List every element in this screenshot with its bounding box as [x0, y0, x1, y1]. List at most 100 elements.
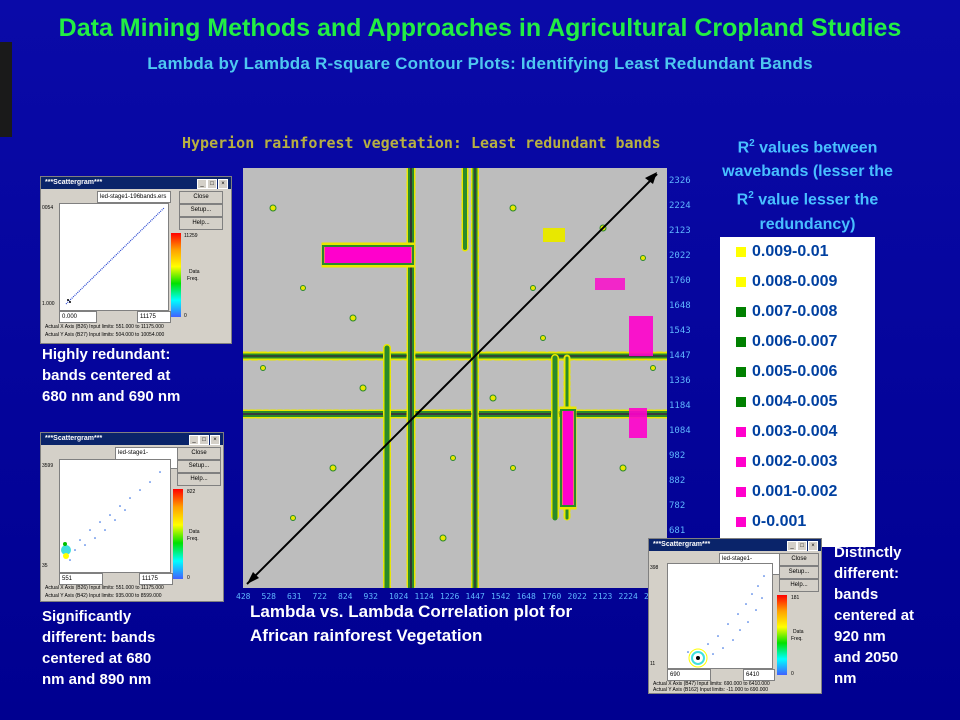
- legend-item: 0.003-0.004: [736, 423, 837, 441]
- y-tick-label: 1336: [669, 376, 691, 386]
- window-title-bar[interactable]: ***Scattergram***: [41, 177, 231, 189]
- x-tick-label: 932: [363, 592, 378, 601]
- bar-label: Data: [793, 629, 804, 635]
- y-min: 35: [42, 563, 48, 569]
- y-tick-label: 782: [669, 501, 686, 511]
- close-icon[interactable]: ×: [218, 179, 228, 189]
- close-icon[interactable]: ×: [808, 541, 818, 551]
- close-icon[interactable]: ×: [210, 435, 220, 445]
- x-axis-text: Actual X Axis (B26) Input limits: 551.00…: [45, 324, 164, 330]
- legend-label: 0.007-0.008: [752, 303, 838, 320]
- x-axis-text: Actual X Axis (B26) Input limits: 551.00…: [45, 585, 164, 591]
- slide-subtitle: Lambda by Lambda R-square Contour Plots:…: [147, 54, 813, 73]
- bar-label: Data: [189, 529, 200, 535]
- y-tick-label: 2326: [669, 176, 691, 186]
- plot-title: Hyperion rainforest vegetation: Least re…: [182, 134, 661, 152]
- x-tick-label: 631: [287, 592, 302, 601]
- x-tick-label: 2123: [593, 592, 613, 601]
- maximize-button[interactable]: □: [199, 435, 209, 445]
- x-max-field[interactable]: 11175: [139, 573, 173, 585]
- y-tick-label: 982: [669, 451, 686, 461]
- color-bar: [173, 489, 183, 579]
- low-redundancy-regions: [321, 228, 653, 510]
- contour-plot: [243, 168, 667, 588]
- y-tick-label: 1184: [669, 401, 691, 411]
- x-tick-label: 428: [236, 592, 251, 601]
- x-min-field[interactable]: 690: [667, 669, 711, 681]
- x-tick-label: 1226: [440, 592, 460, 601]
- setup-button[interactable]: Setup...: [177, 460, 221, 473]
- close-button[interactable]: Close: [779, 553, 819, 566]
- help-button[interactable]: Help...: [177, 473, 221, 486]
- minimize-button[interactable]: _: [197, 179, 207, 189]
- caption-distinctly-different: Distinctly different: bands centered at …: [834, 544, 915, 687]
- x-tick-label: 528: [261, 592, 276, 601]
- close-button[interactable]: Close: [179, 191, 223, 204]
- minimize-button[interactable]: _: [787, 541, 797, 551]
- scatter-canvas: [667, 563, 773, 669]
- left-dark-strip: [0, 42, 12, 137]
- setup-button[interactable]: Setup...: [779, 566, 819, 579]
- legend-swatch: [736, 516, 746, 527]
- scattergram-window-1[interactable]: ***Scattergram*** _ □ × led-stage1-196ba…: [40, 176, 232, 344]
- legend-label: 0-0.001: [752, 513, 807, 530]
- legend-label: 0.005-0.006: [752, 363, 838, 380]
- y-tick-label: 882: [669, 476, 686, 486]
- close-button[interactable]: Close: [177, 447, 221, 460]
- legend-item: 0.001-0.002: [736, 483, 837, 501]
- legend-swatch: [736, 306, 746, 317]
- caption-significantly-different: Significantly different: bands centered …: [42, 608, 156, 688]
- maximize-button[interactable]: □: [207, 179, 217, 189]
- x-tick-label: 1648: [516, 592, 536, 601]
- file-field[interactable]: led-stage1-196bands.ers: [97, 191, 171, 203]
- x-tick-label: 2224: [618, 592, 638, 601]
- bar-label-2: Freq.: [187, 276, 199, 282]
- x-tick-label: 1447: [465, 592, 485, 601]
- bar-max: 181: [791, 595, 800, 601]
- maximize-button[interactable]: □: [797, 541, 807, 551]
- help-button[interactable]: Help...: [779, 579, 819, 592]
- setup-button[interactable]: Setup...: [179, 204, 223, 217]
- plot-y-axis: 2326 2224 2123 2022 1760 1648 1543 1447 1336 1184…: [667, 172, 697, 592]
- bar-min: 0: [791, 671, 794, 677]
- legend-item: 0.006-0.007: [736, 333, 837, 351]
- scattergram-window-3[interactable]: ***Scattergram*** _ □ × led-stage1-196ba…: [648, 538, 822, 694]
- y-min: 11: [650, 661, 656, 667]
- x-max-field[interactable]: 6410: [743, 669, 775, 681]
- color-bar: [171, 233, 181, 317]
- y-max: 3599: [42, 463, 54, 469]
- y-tick-label: 1447: [669, 351, 691, 361]
- x-tick-label: 824: [338, 592, 353, 601]
- y-max: 0054: [42, 205, 54, 211]
- legend-label: 0.002-0.003: [752, 453, 838, 470]
- legend-swatch: [736, 246, 746, 257]
- x-min-field[interactable]: 0.000: [59, 311, 97, 323]
- legend-swatch: [736, 366, 746, 377]
- bar-max: 822: [187, 489, 196, 495]
- bar-min: 0: [184, 313, 187, 319]
- x-tick-label: 1542: [491, 592, 511, 601]
- bar-label-2: Freq.: [791, 636, 803, 642]
- legend-label: 0.001-0.002: [752, 483, 838, 500]
- minimize-button[interactable]: _: [189, 435, 199, 445]
- window-title-bar[interactable]: ***Scattergram***: [649, 539, 821, 551]
- help-button[interactable]: Help...: [179, 217, 223, 230]
- y-tick-label: 1648: [669, 301, 691, 311]
- r2-legend: 0.009-0.01 0.008-0.009 0.007-0.008 0.006-0.…: [720, 237, 875, 547]
- color-bar: [777, 595, 787, 675]
- y-axis-text: Actual Y Axis (B42) Input limits: 935.00…: [45, 593, 162, 599]
- x-max-field[interactable]: 11175: [137, 311, 171, 323]
- window-title-bar[interactable]: ***Scattergram***: [41, 433, 223, 445]
- x-min-field[interactable]: 551: [59, 573, 103, 585]
- bar-label: Data: [189, 269, 200, 275]
- scattergram-window-2[interactable]: ***Scattergram*** _ □ × led-stage1-196ba…: [40, 432, 224, 602]
- x-tick-label: 1024: [389, 592, 409, 601]
- legend-swatch: [736, 486, 746, 497]
- y-tick-label: 1084: [669, 426, 691, 436]
- legend-swatch: [736, 336, 746, 347]
- x-tick-label: 1760: [542, 592, 562, 601]
- legend-label: 0.009-0.01: [752, 243, 829, 260]
- y-min: 1.000: [42, 301, 55, 307]
- scatter-canvas: [59, 459, 171, 573]
- x-axis-text: Actual X Axis (B47) Input limits: 690.00…: [653, 681, 770, 687]
